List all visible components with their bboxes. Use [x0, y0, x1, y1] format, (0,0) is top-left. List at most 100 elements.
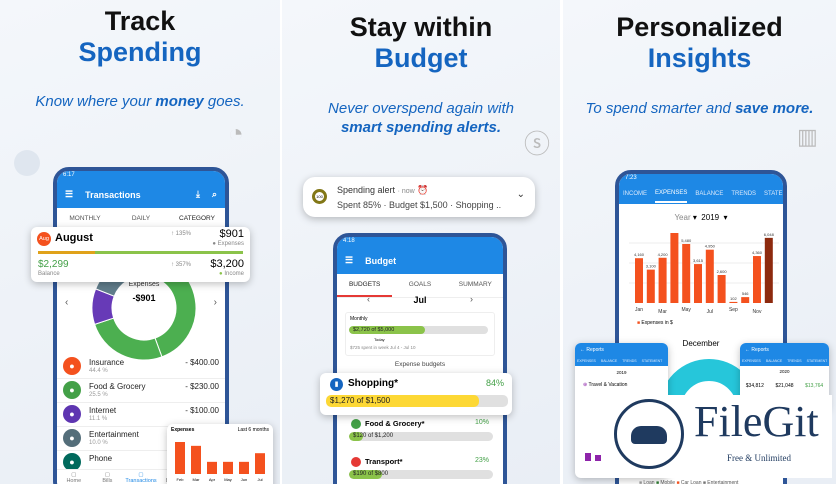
tv-icon: ● [63, 429, 81, 447]
data-label: 4,360 [752, 250, 763, 255]
card-year[interactable]: 2020 [779, 369, 790, 374]
month-summary-card: Aug August ↑ 135% $901 ● Expenses $2,299… [31, 227, 250, 282]
expand-chevron-icon[interactable]: ⌄ [516, 189, 525, 200]
dollar-circle-icon: ⓢ [524, 129, 551, 159]
panel-insights: Personalized Insights To spend smarter an… [563, 0, 836, 484]
donut-value: -$901 [132, 293, 156, 303]
data-label: 546 [742, 291, 749, 296]
category-row[interactable]: ● Insurance 44.4 % - $400.00 [57, 355, 225, 379]
tab-expenses[interactable]: EXPENSES [655, 185, 688, 203]
income-change: ↑ 357% [171, 262, 192, 268]
donut-slice [94, 317, 163, 361]
budget-progress: $1,270 of $1,500 [326, 395, 508, 407]
category-row[interactable]: ● Food & Grocery 25.5 % - $230.00 [57, 379, 225, 403]
category-icon [351, 419, 361, 429]
prev-month-icon[interactable]: ‹ [367, 294, 370, 304]
phone-budget: 4:18 ☰ Budget BUDGETS GOALS SUMMARY ‹ Jul ›… [333, 233, 507, 484]
tab-state[interactable]: STATE [764, 191, 783, 197]
tab-summary[interactable]: SUMMARY [458, 281, 492, 288]
section-title: Expense budgets [394, 361, 446, 368]
bar-Jun [694, 264, 702, 303]
data-label: 2,600 [717, 269, 728, 274]
phone-icon: ● [63, 453, 81, 471]
phone-transactions: 6:17 ☰ Transactions ⤓ ⌕ MONTHLY DAILY CATEGOR… [53, 167, 229, 484]
status-time: 6:17 [57, 171, 225, 181]
data-label: 3,615 [693, 258, 704, 263]
tab-daily[interactable]: DAILY [131, 215, 151, 222]
bar-Sep [729, 301, 738, 303]
panel-budget: Stay within Budget Never overspend again … [282, 0, 560, 484]
today-marker: Today [374, 337, 385, 342]
expense-bar-chart: 4,160 Jan 3,100 4,200 Mar 5,480 May 3,615 4,950 J… [629, 232, 779, 315]
category-select[interactable]: ⊕ Travel & Vacation [583, 382, 628, 388]
dropdown-icon: ▾ [723, 213, 728, 222]
mini-expense-chart: Expenses Last 6 months Feb Mar Apr May Jun Ju… [167, 424, 273, 484]
monthly-label: Monthly [350, 316, 368, 322]
shopping-budget-card[interactable]: ▮ Shopping* 84% $1,270 of $1,500 [320, 373, 512, 415]
tab-monthly[interactable]: MONTHLY [69, 215, 101, 222]
expenses-amount: $901 [219, 228, 244, 240]
spending-alert-notification[interactable]: 100 Spending alert · now ⏰ Spent 85% · B… [303, 177, 535, 217]
mini-tick: Feb [177, 477, 185, 482]
next-arrow-icon[interactable]: › [213, 297, 217, 308]
expense-income-bar [38, 251, 243, 254]
tab-goals[interactable]: GOALS [408, 281, 432, 288]
month-badge: Aug [37, 232, 51, 246]
budget-name: Shopping* [348, 378, 398, 389]
tab-income[interactable]: INCOME [623, 191, 647, 197]
data-label: 102 [730, 296, 737, 301]
mini-tick: May [224, 477, 232, 482]
subtitle: Never overspend again with smart spending… [328, 100, 514, 136]
shield-icon: ● [63, 357, 81, 375]
next-month-icon[interactable]: › [470, 294, 473, 304]
income-amount: $3,200 [210, 258, 244, 270]
category-icon [351, 457, 361, 467]
globe-icon: ● [63, 405, 81, 423]
search-icon[interactable]: ⌕ [211, 189, 217, 199]
nav-transactions[interactable]: ▢ Transactions [125, 472, 157, 484]
nav-home[interactable]: ▢ Home [66, 472, 82, 484]
monthly-budget-card[interactable]: Monthly $2,720 of $5,000 Today $725 spen… [345, 312, 495, 356]
bar-Feb [646, 269, 655, 303]
data-label: 4,950 [705, 244, 716, 249]
status-time: 4:18 [337, 237, 503, 247]
mini-tick: Jul [257, 477, 262, 482]
bar-May [682, 243, 691, 303]
app-title: Budget [365, 255, 397, 266]
mini-tick: Mar [193, 477, 201, 482]
filegit-logo-icon [614, 399, 684, 469]
bar-Jan [635, 258, 643, 303]
budget-percent: 84% [485, 378, 504, 388]
balance-amount: $2,299 [38, 259, 69, 270]
bar-Mar [658, 257, 667, 303]
nav-bills[interactable]: ▢ Bills [102, 472, 113, 484]
tab-budgets[interactable]: BUDGETS [337, 274, 393, 297]
alert-title: Spending alert · now ⏰ [337, 185, 429, 195]
year-select[interactable]: Year ▾ 2019 ▾ [674, 213, 728, 222]
chart-legend: ■ Expenses in $ [637, 320, 673, 326]
bar-Apr [670, 233, 679, 303]
tab-balance[interactable]: BALANCE [695, 191, 724, 197]
category-row[interactable]: ● Entertainment 10.0 % [57, 427, 225, 451]
menu-icon[interactable]: ☰ [345, 255, 354, 265]
tick-label: Sep [729, 307, 738, 313]
donut-title: December [682, 339, 720, 348]
monthly-note: $725 spent in week Jul 4 - Jul 10 [350, 345, 416, 350]
prev-arrow-icon[interactable]: ‹ [65, 297, 69, 308]
alert-body: Spent 85% · Budget $1,500 · Shopping .. [337, 200, 502, 210]
budget-progress: $120 of $1,200 [349, 432, 493, 441]
data-label: 4,200 [658, 252, 669, 257]
tab-trends[interactable]: TRENDS [731, 191, 757, 197]
mini-bar [255, 453, 265, 474]
pie-chart-icon: ◔ [228, 118, 244, 148]
category-row[interactable]: ● Internet 11.1 % - $100.00 [57, 403, 225, 427]
bar-Dec [764, 237, 773, 303]
mini-tick: Jun [241, 477, 247, 482]
card-year[interactable]: 2019 [616, 370, 627, 375]
bar-Jul [705, 249, 714, 303]
data-label: 6,048 [764, 232, 775, 237]
panel-track-spending: Track Spending Know where your money goes… [0, 0, 280, 484]
menu-icon[interactable]: ☰ [65, 189, 74, 199]
download-icon[interactable]: ⤓ [195, 189, 200, 199]
mini-bar [207, 461, 217, 474]
